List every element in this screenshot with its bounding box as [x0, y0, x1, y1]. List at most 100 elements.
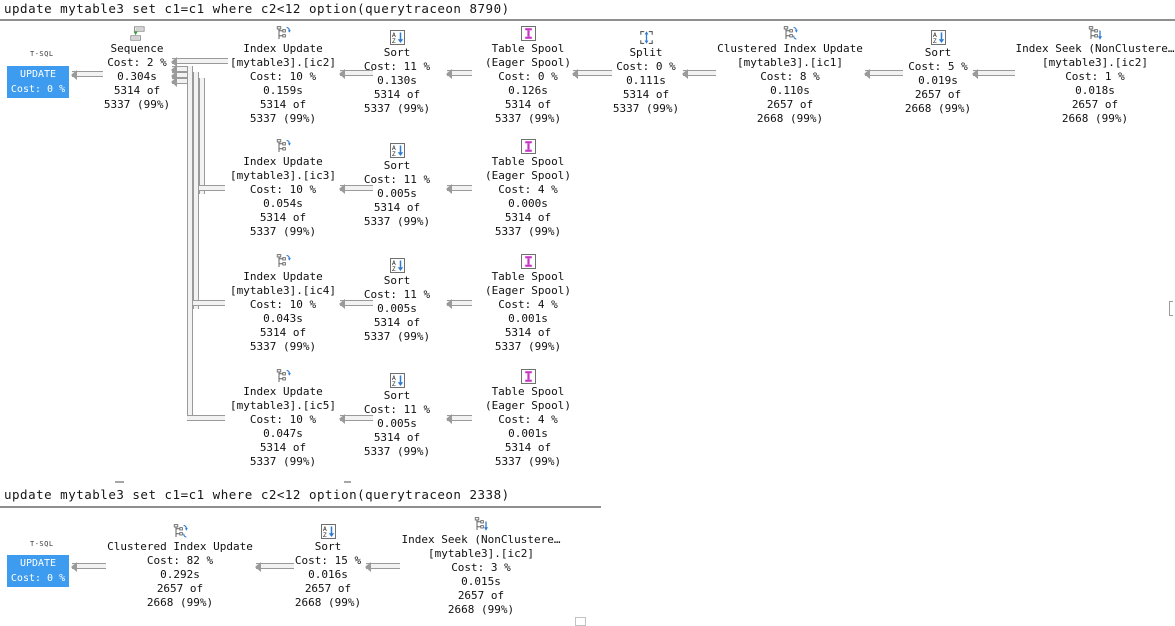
- arrowhead-icon: [572, 69, 578, 79]
- arrowhead-icon: [446, 69, 452, 79]
- tsql-update-node[interactable]: UPDATE Cost: 0 %: [7, 555, 69, 587]
- node-table-spool[interactable]: Table Spool (Eager Spool) Cost: 4 % 0.001s 5…: [438, 369, 618, 469]
- node-text-line: 0.159s: [263, 84, 303, 97]
- node-text-line: Cost: 15 %: [294, 554, 362, 567]
- arrowhead-icon: [446, 184, 452, 194]
- node-text-line: Index Update: [243, 155, 323, 168]
- svg-text:Z: Z: [323, 532, 327, 539]
- svg-text:A: A: [392, 145, 396, 152]
- node-sort[interactable]: A Z Sort Cost: 15 % 0.016s 2657 of 2668 (99%): [238, 524, 418, 610]
- node-text-line: 2657 of: [1071, 98, 1119, 111]
- node-text-line: Table Spool: [491, 42, 565, 55]
- node-sequence[interactable]: Sequence Cost: 2 % 0.304s 5314 of 5337 (99%): [47, 26, 227, 112]
- node-text-line: Cost: 4 %: [498, 298, 558, 311]
- tsql-cost: Cost: 0 %: [10, 573, 66, 584]
- partial-element: [575, 617, 586, 626]
- plan-connector: [199, 185, 225, 191]
- node-text-line: 5337 (99%): [363, 102, 431, 115]
- node-text-line: 5314 of: [259, 441, 307, 454]
- plan-connector: [187, 415, 225, 421]
- node-text-line: 5314 of: [259, 211, 307, 224]
- node-text-line: 0.019s: [918, 74, 958, 87]
- tsql-label: T-SQL: [30, 540, 54, 548]
- node-text-line: 0.054s: [263, 197, 303, 210]
- node-table-spool[interactable]: Table Spool (Eager Spool) Cost: 4 % 0.001s 5…: [438, 254, 618, 354]
- separator-1: [0, 19, 1175, 21]
- node-text-line: 5337 (99%): [363, 445, 431, 458]
- plan-connector: [339, 414, 373, 424]
- node-sort[interactable]: A Z Sort Cost: 5 % 0.019s 2657 of 2668 (99%): [848, 30, 1028, 116]
- tsql-cost: Cost: 0 %: [10, 84, 66, 95]
- node-text-line: Clustered Index Update: [107, 540, 253, 553]
- node-text-line: 2657 of: [457, 589, 505, 602]
- node-clustered-index-update[interactable]: Clustered Index Update [mytable3].[ic1] Co…: [700, 26, 880, 126]
- node-sort[interactable]: A Z Sort Cost: 11 % 0.130s 5314 of 5337 (99%): [307, 30, 487, 116]
- svg-text:Z: Z: [933, 38, 937, 45]
- svg-text:Z: Z: [392, 381, 396, 388]
- query-text-2: update mytable3 set c1=c1 where c2<12 op…: [4, 487, 510, 502]
- plan-connector: [339, 299, 373, 309]
- node-index-seek-nonclustere[interactable]: Index Seek (NonClustere… [mytable3].[ic2]…: [391, 517, 571, 617]
- node-index-update[interactable]: Index Update [mytable3].[ic2] Cost: 10 % 0.…: [193, 26, 373, 126]
- node-text-line: 5337 (99%): [249, 340, 317, 353]
- node-index-update[interactable]: Index Update [mytable3].[ic4] Cost: 10 % 0.…: [193, 254, 373, 354]
- svg-text:A: A: [392, 375, 396, 382]
- node-text-line: 5337 (99%): [103, 98, 171, 111]
- node-table-spool[interactable]: Table Spool (Eager Spool) Cost: 0 % 0.126s 5…: [438, 26, 618, 126]
- node-text-line: 2657 of: [766, 98, 814, 111]
- node-text-line: Sort: [924, 46, 952, 59]
- spool-icon: [438, 369, 618, 385]
- plan-connector: [682, 69, 716, 79]
- node-table-spool[interactable]: Table Spool (Eager Spool) Cost: 4 % 0.000s 5…: [438, 139, 618, 239]
- node-text-line: 5314 of: [622, 88, 670, 101]
- node-sort[interactable]: A Z Sort Cost: 11 % 0.005s 5314 of 5337 (99%): [307, 258, 487, 344]
- node-text-line: 5337 (99%): [494, 455, 562, 468]
- node-text-line: 0.043s: [263, 312, 303, 325]
- node-text-line: Sort: [383, 46, 411, 59]
- node-text-line: Cost: 1 %: [1065, 70, 1125, 83]
- node-text-line: 0.292s: [160, 568, 200, 581]
- node-text-line: Cost: 8 %: [760, 70, 820, 83]
- node-text-line: Cost: 10 %: [249, 70, 317, 83]
- tsql-update-node[interactable]: UPDATE Cost: 0 %: [7, 66, 69, 98]
- node-index-seek-nonclustere[interactable]: Index Seek (NonClustere… [mytable3].[ic2]…: [1005, 26, 1175, 126]
- node-text-line: 5337 (99%): [249, 112, 317, 125]
- node-sort[interactable]: A Z Sort Cost: 11 % 0.005s 5314 of 5337 (99%): [307, 143, 487, 229]
- node-index-update[interactable]: Index Update [mytable3].[ic3] Cost: 10 % 0.…: [193, 139, 373, 239]
- node-text-line: Cost: 4 %: [498, 413, 558, 426]
- node-text-line: [mytable3].[ic2]: [230, 56, 336, 69]
- plan-connector: [365, 562, 400, 572]
- node-text-line: 5314 of: [259, 98, 307, 111]
- node-text-line: 0.005s: [377, 417, 417, 430]
- node-text-line: (Eager Spool): [484, 56, 572, 69]
- svg-text:A: A: [323, 526, 327, 533]
- arrowhead-icon: [71, 70, 77, 80]
- node-text-line: 2668 (99%): [1061, 112, 1129, 125]
- svg-text:A: A: [392, 260, 396, 267]
- node-text-line: Index Seek (NonClustere…: [401, 533, 561, 546]
- plan-connector: [71, 70, 103, 80]
- tsql-label: T-SQL: [30, 50, 54, 58]
- tsql-statement: UPDATE: [19, 69, 57, 80]
- node-text-line: 0.110s: [770, 84, 810, 97]
- node-sort[interactable]: A Z Sort Cost: 11 % 0.005s 5314 of 5337 (99%): [307, 373, 487, 459]
- node-text-line: Table Spool: [491, 155, 565, 168]
- node-text-line: (Eager Spool): [484, 169, 572, 182]
- plan-connector: [71, 562, 106, 572]
- node-text-line: 5314 of: [504, 441, 552, 454]
- node-split[interactable]: Split Cost: 0 % 0.111s 5314 of 5337 (99%): [556, 30, 736, 116]
- node-text-line: Cost: 82 %: [146, 554, 214, 567]
- node-text-line: Cost: 10 %: [249, 413, 317, 426]
- node-index-update[interactable]: Index Update [mytable3].[ic5] Cost: 10 % 0.…: [193, 369, 373, 469]
- node-clustered-index-update[interactable]: Clustered Index Update Cost: 82 % 0.292s 26…: [90, 524, 270, 610]
- index-update-icon: [193, 139, 373, 155]
- arrowhead-icon: [339, 299, 345, 309]
- node-text-line: Table Spool: [491, 270, 565, 283]
- svg-text:A: A: [933, 32, 937, 39]
- node-text-line: 5337 (99%): [612, 102, 680, 115]
- node-text-line: Sort: [314, 540, 342, 553]
- node-text-line: Cost: 10 %: [249, 183, 317, 196]
